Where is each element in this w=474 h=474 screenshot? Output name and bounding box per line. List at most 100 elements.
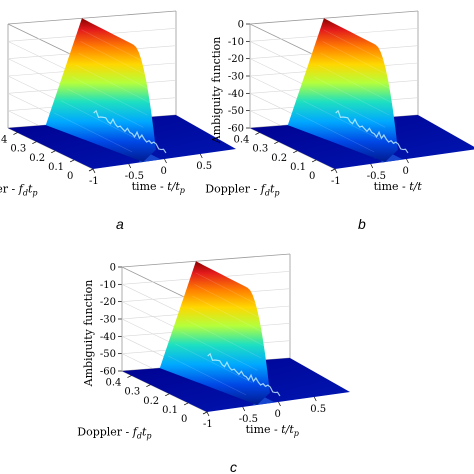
x-tick-mark bbox=[242, 406, 246, 412]
surface-contour bbox=[167, 355, 247, 396]
x-tick-label: 0 bbox=[275, 409, 281, 420]
surface-contour bbox=[180, 331, 258, 371]
x-tick-mark bbox=[278, 401, 281, 407]
x-tick-mark bbox=[128, 163, 132, 169]
x-tick-mark bbox=[92, 168, 96, 174]
x-axis-label-var: t bbox=[409, 180, 414, 193]
y-axis-label: Doppler - fdtp bbox=[205, 183, 279, 198]
surface-contour bbox=[320, 52, 396, 92]
surface-contour bbox=[308, 88, 386, 128]
y-tick-label: 0.1 bbox=[162, 405, 178, 416]
x-tick-label: -0.5 bbox=[367, 171, 386, 182]
y-tick-label: 0.3 bbox=[252, 144, 268, 155]
surface bbox=[122, 261, 350, 412]
x-tick-label: 0.5 bbox=[310, 404, 326, 415]
surface-contour bbox=[303, 100, 381, 140]
y-tick-label: 0 bbox=[309, 171, 315, 182]
y-ticks-group: 0.40.30.20.10 bbox=[105, 375, 208, 425]
surface-contour bbox=[61, 100, 139, 140]
y-axis-label-var: f bbox=[260, 183, 267, 196]
z-axis-label: Ambiguity function bbox=[210, 37, 223, 145]
x-axis-label-var: t bbox=[167, 180, 172, 193]
panel-letter: c bbox=[230, 459, 237, 474]
z-ticks-group: 0 -10 -20 -30 -40 -50 -60 bbox=[100, 263, 122, 378]
z-tick-label: -60 bbox=[228, 124, 244, 135]
y-tick-mark bbox=[293, 150, 298, 154]
surface-contour bbox=[323, 29, 398, 69]
y-ticks-group: 0.40.30.20.10 bbox=[233, 132, 336, 182]
x-tick-mark bbox=[406, 158, 409, 164]
x-tick-label: -0.5 bbox=[125, 171, 144, 182]
z-tick-label: -10 bbox=[100, 280, 116, 291]
y-tick-label: 0.4 bbox=[0, 135, 7, 146]
y-axis-label-main: Doppler - bbox=[0, 183, 19, 196]
y-tick-mark bbox=[165, 393, 170, 397]
x-axis-label: time - t/tp bbox=[246, 423, 299, 438]
y-axis-label-var: f bbox=[132, 426, 139, 439]
y-tick-label: 0.2 bbox=[271, 153, 287, 164]
y-axis-label-sub2: p bbox=[32, 189, 37, 198]
y-tick-mark bbox=[202, 411, 208, 415]
surface-contour bbox=[75, 64, 151, 104]
y-axis-label-var2: t bbox=[142, 426, 147, 439]
surface-contour bbox=[81, 29, 156, 69]
surface-contour bbox=[80, 41, 155, 80]
y-tick-mark bbox=[255, 132, 260, 135]
x-tick-label: -1 bbox=[331, 176, 341, 187]
z-tick-label: -40 bbox=[100, 332, 116, 343]
x-axis-label-var2: t bbox=[289, 423, 294, 436]
box-edge bbox=[121, 253, 291, 268]
y-tick-mark bbox=[146, 384, 151, 387]
z-tick-label: -30 bbox=[100, 315, 116, 326]
y-tick-mark bbox=[127, 375, 132, 378]
y-axis-label-var2: t bbox=[28, 183, 33, 196]
surface bbox=[8, 18, 236, 169]
x-axis-label-slash: / bbox=[285, 423, 291, 436]
x-axis-label: time - t/tp bbox=[132, 180, 185, 195]
surface-contour bbox=[175, 343, 253, 383]
x-tick-label: 0 bbox=[161, 166, 167, 177]
z-tick-label: -20 bbox=[100, 297, 116, 308]
surface-ridge bbox=[45, 18, 156, 163]
y-axis-label-var: f bbox=[18, 183, 25, 196]
z-tick-label: -50 bbox=[228, 106, 244, 117]
y-tick-label: 0.1 bbox=[290, 162, 306, 173]
surface-contour bbox=[185, 319, 262, 359]
z-ticks-group: 0 -10 -20 -30 -40 -50 -60 bbox=[228, 20, 250, 135]
z-tick-label: -20 bbox=[228, 54, 244, 65]
surface-floor-noise bbox=[176, 361, 275, 406]
surface-highlight bbox=[93, 109, 167, 154]
z-tick-label: -30 bbox=[228, 72, 244, 83]
z-tick-label: 0 bbox=[110, 263, 116, 274]
y-tick-label: 0 bbox=[67, 171, 73, 182]
x-tick-mark bbox=[164, 158, 167, 164]
y-tick-label: 0.4 bbox=[105, 378, 121, 389]
y-axis-label-sub1: d bbox=[23, 189, 28, 198]
z-tick-label: 0 bbox=[238, 20, 244, 31]
surface-contour bbox=[295, 112, 375, 153]
x-axis-label-main: time - bbox=[132, 180, 168, 193]
surface-highlight bbox=[335, 109, 409, 154]
y-axis-label: Doppler - fdtp bbox=[0, 183, 38, 198]
y-tick-label: 0.4 bbox=[233, 135, 249, 146]
x-axis-label: time - t/t bbox=[374, 180, 423, 193]
surface-ridge bbox=[287, 18, 398, 163]
x-axis-label-var2: t bbox=[417, 180, 422, 193]
z-tick-label: -40 bbox=[228, 89, 244, 100]
panel-c: 0 -10 -20 -30 -40 -50 -60 -1 -0.5 0 0.5 0.40.30.2… bbox=[77, 253, 350, 474]
x-tick-label: -1 bbox=[203, 419, 213, 430]
surface-contour bbox=[317, 64, 393, 104]
x-tick-label: -1 bbox=[89, 176, 99, 187]
y-tick-mark bbox=[13, 132, 18, 135]
x-tick-mark bbox=[370, 163, 374, 169]
y-tick-mark bbox=[183, 402, 189, 406]
surface-contour bbox=[322, 41, 397, 80]
y-axis-label: Doppler - fdtp bbox=[77, 426, 151, 441]
surface-contour bbox=[53, 112, 133, 153]
surface-contour bbox=[192, 295, 268, 335]
z-tick-label: -10 bbox=[228, 37, 244, 48]
y-tick-mark bbox=[32, 141, 37, 144]
x-tick-mark bbox=[313, 396, 317, 402]
y-tick-label: 0 bbox=[181, 414, 187, 425]
